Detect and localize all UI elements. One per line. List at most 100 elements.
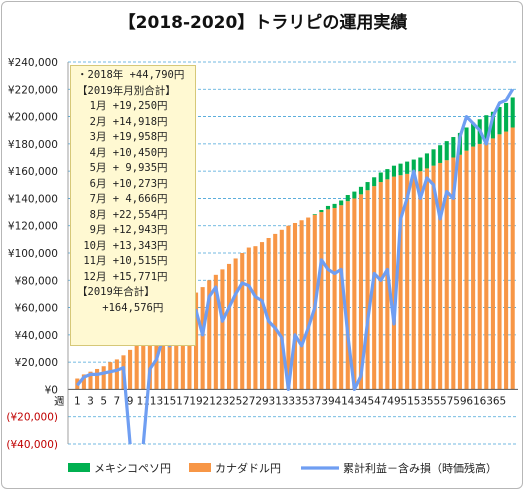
bar-canada: [457, 154, 462, 390]
bar-canada: [325, 209, 331, 390]
bar-mexico: [471, 122, 476, 147]
bar-canada: [253, 246, 258, 390]
annotation-line: 2月 +14,918円: [77, 115, 168, 128]
chart-title: 【2018-2020】トラリピの運用実績: [119, 12, 408, 33]
x-tick-label: 53: [414, 395, 427, 407]
annotation-line: 4月 +10,450円: [77, 146, 168, 159]
x-tick-label: 45: [361, 395, 374, 407]
x-tick-label: 23: [216, 395, 229, 407]
y-tick-label: ¥240,000: [8, 57, 58, 69]
bar-mexico: [464, 127, 469, 151]
bar-mexico: [319, 210, 324, 213]
bar-mexico: [497, 107, 502, 135]
x-axis-label: 週: [54, 395, 65, 407]
bar-canada: [147, 332, 152, 390]
bar-canada: [418, 171, 423, 390]
bar-mexico: [365, 182, 370, 191]
bar-canada: [141, 338, 146, 390]
bar-mexico: [484, 115, 489, 142]
legend-swatch: [189, 463, 211, 472]
y-tick-label: (¥40,000): [6, 439, 58, 451]
x-tick-label: 9: [127, 395, 134, 407]
bar-canada: [167, 314, 172, 390]
bar-canada: [128, 349, 133, 390]
y-tick-label: ¥200,000: [8, 112, 58, 124]
x-tick-label: 5: [100, 395, 107, 407]
bar-mexico: [332, 203, 337, 208]
annotation-line: 9月 +12,943円: [77, 224, 168, 236]
bar-canada: [504, 131, 509, 390]
bar-mexico: [325, 205, 331, 210]
annotation-line: 1月 +19,250円: [77, 100, 168, 112]
line-cumulative-profit: [76, 88, 515, 444]
y-tick-label: ¥160,000: [8, 166, 58, 178]
y-tick-label: ¥0: [45, 384, 58, 396]
y-tick-label: ¥100,000: [8, 248, 58, 260]
x-tick-label: 57: [440, 395, 453, 407]
x-tick-label: 27: [242, 395, 255, 407]
x-tick-label: 63: [480, 395, 493, 407]
bar-canada: [246, 247, 251, 390]
annotation-line: 3月 +19,958円: [77, 131, 168, 143]
bar-canada: [497, 134, 502, 390]
bar-canada: [95, 368, 100, 390]
line-series: [76, 88, 515, 444]
bar-mexico: [398, 163, 403, 176]
x-tick-label: 3: [87, 395, 94, 407]
bar-canada: [444, 160, 449, 390]
x-tick-label: 15: [163, 395, 176, 407]
bar-canada: [259, 242, 265, 390]
y-tick-label: ¥60,000: [15, 303, 58, 315]
bar-canada: [240, 253, 245, 390]
annotation-box: ・2018年 +44,790円 【2019年月別合計】 1月 +19,250円 2…: [70, 65, 196, 346]
x-tick-label: 35: [295, 395, 308, 407]
bar-mexico: [352, 191, 357, 199]
bar-canada: [193, 292, 199, 390]
bar-canada: [339, 205, 344, 390]
x-tick-label: 33: [282, 395, 295, 407]
bar-canada: [510, 127, 515, 390]
x-tick-label: 25: [229, 395, 242, 407]
bar-mexico: [339, 200, 344, 206]
bar-canada: [431, 165, 436, 390]
bar-mexico: [372, 177, 377, 187]
bar-mexico: [405, 161, 410, 174]
bar-canada: [88, 371, 93, 390]
bar-canada: [477, 143, 482, 390]
x-tick-label: 21: [203, 395, 216, 407]
bar-canada: [220, 269, 225, 390]
x-tick-label: 29: [255, 395, 268, 407]
y-tick-label: ¥140,000: [8, 193, 58, 205]
bar-canada: [207, 280, 212, 390]
y-axis: ¥240,000 ¥220,000 ¥200,000 ¥180,000 ¥160,000…: [6, 57, 58, 451]
bar-canada: [438, 162, 443, 390]
x-tick-label: 41: [334, 395, 347, 407]
annotation-line: 12月 +15,771円: [77, 270, 168, 283]
bar-canada: [174, 308, 179, 390]
bar-mexico: [490, 111, 495, 139]
x-tick-label: 37: [308, 395, 321, 407]
bar-canada: [471, 146, 476, 390]
bar-canada: [299, 220, 304, 390]
bar-mexico: [504, 102, 509, 132]
x-tick-label: 1: [74, 395, 81, 407]
x-tick-label: 55: [427, 395, 440, 407]
y-tick-label: ¥40,000: [15, 330, 58, 342]
bar-canada: [385, 179, 390, 390]
bar-canada: [134, 344, 139, 390]
bar-canada: [398, 175, 403, 390]
bar-canada: [213, 274, 218, 390]
bar-canada: [358, 194, 364, 390]
x-tick-label: 59: [453, 395, 466, 407]
bar-canada: [352, 198, 357, 390]
bar-mexico: [438, 145, 443, 163]
annotation-line: 5月 + 9,935円: [77, 162, 168, 174]
legend: メキシコペソ円 カナダドル円 累計利益－含み損（時価残高）: [68, 461, 497, 475]
bar-canada: [233, 258, 238, 390]
x-tick-label: 19: [189, 395, 202, 407]
bar-canada: [490, 138, 495, 390]
bar-canada: [292, 222, 298, 390]
bar-canada: [332, 207, 337, 390]
bar-mexico: [510, 97, 515, 128]
